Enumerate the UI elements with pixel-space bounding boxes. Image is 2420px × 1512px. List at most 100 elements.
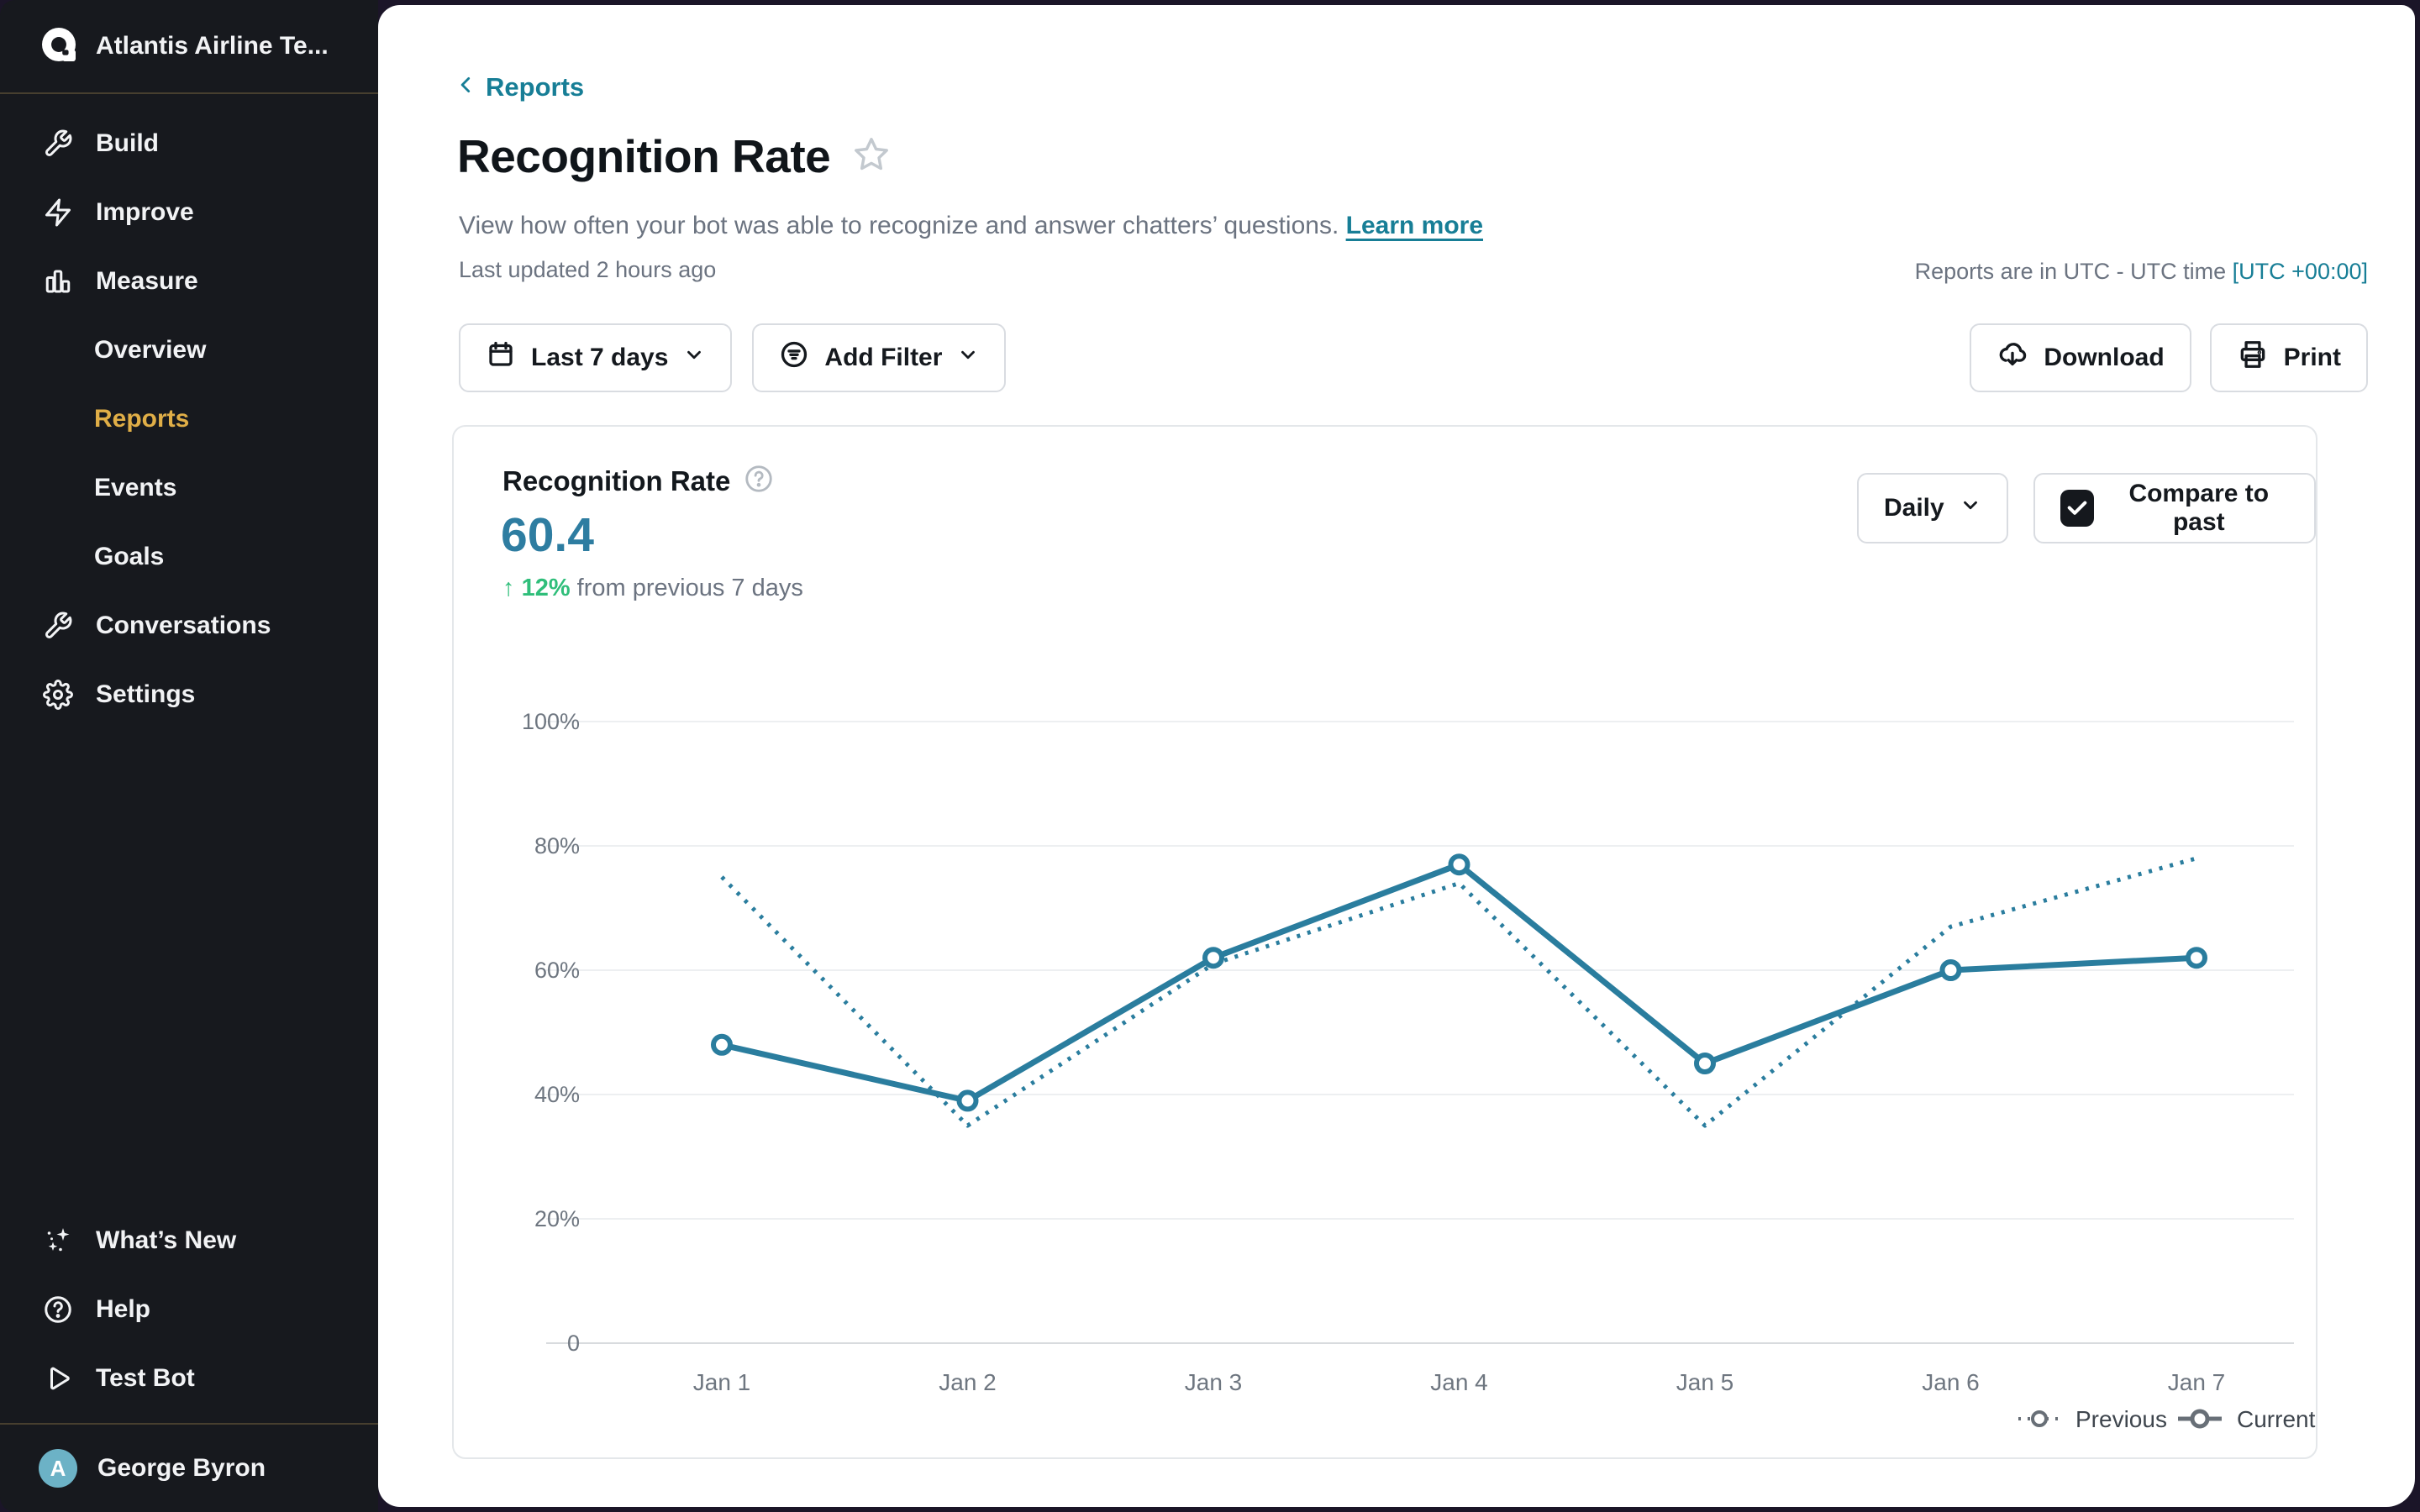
user-name: George Byron xyxy=(97,1454,266,1482)
print-label: Print xyxy=(2283,344,2341,371)
sidebar-item-reports[interactable]: Reports xyxy=(0,385,378,454)
sidebar-nav: Build Improve Measure Overview Reports xyxy=(0,94,378,729)
star-icon[interactable] xyxy=(852,135,891,178)
play-icon xyxy=(42,1362,74,1394)
download-label: Download xyxy=(2044,344,2165,371)
sidebar-divider xyxy=(0,1423,378,1425)
filter-icon xyxy=(779,339,809,376)
chevron-down-icon xyxy=(957,344,979,372)
x-axis-label: Jan 2 xyxy=(939,1369,997,1395)
sidebar-item-label: Overview xyxy=(94,336,207,364)
wrench-icon xyxy=(42,610,74,642)
date-range-label: Last 7 days xyxy=(531,344,669,371)
arrow-up-icon: ↑ xyxy=(502,575,515,601)
print-button[interactable]: Print xyxy=(2209,323,2368,392)
wrench-icon xyxy=(42,128,74,160)
sidebar-item-label: Improve xyxy=(96,198,194,226)
sidebar-item-label: Goals xyxy=(94,543,165,570)
legend-current-label[interactable]: Current xyxy=(2237,1406,2316,1432)
sidebar-item-test-bot[interactable]: Test Bot xyxy=(0,1344,378,1413)
sidebar-item-label: Reports xyxy=(94,405,190,433)
metric-delta: ↑ 12% from previous 7 days xyxy=(502,575,803,601)
granularity-label: Daily xyxy=(1884,494,1944,522)
sidebar-item-whats-new[interactable]: What’s New xyxy=(0,1206,378,1275)
avatar: A xyxy=(39,1449,77,1488)
data-point-marker[interactable] xyxy=(1448,853,1470,876)
bar-chart-icon xyxy=(42,265,74,297)
printer-icon xyxy=(2237,339,2269,377)
date-range-button[interactable]: Last 7 days xyxy=(459,323,733,392)
gear-icon xyxy=(42,679,74,711)
breadcrumb[interactable]: Reports xyxy=(455,72,584,102)
x-axis-label: Jan 3 xyxy=(1185,1369,1243,1395)
sidebar-item-settings[interactable]: Settings xyxy=(0,660,378,729)
data-point-marker[interactable] xyxy=(1694,1053,1716,1074)
user-menu[interactable]: A George Byron xyxy=(0,1425,378,1512)
breadcrumb-label: Reports xyxy=(486,72,585,102)
sidebar-item-build[interactable]: Build xyxy=(0,109,378,178)
legend-previous-label[interactable]: Previous xyxy=(2075,1406,2167,1432)
help-circle-icon[interactable] xyxy=(744,464,774,498)
sidebar-footer: What’s New Help Test Bot A George Byron xyxy=(0,1206,378,1512)
team-name: Atlantis Airline Te... xyxy=(96,32,329,60)
sidebar-item-measure[interactable]: Measure xyxy=(0,247,378,316)
sidebar-item-label: Build xyxy=(96,129,159,157)
sidebar-item-label: Settings xyxy=(96,680,196,708)
x-axis-label: Jan 6 xyxy=(1922,1369,1980,1395)
sidebar-item-label: Conversations xyxy=(96,612,271,639)
page-description: View how often your bot was able to reco… xyxy=(459,212,1484,239)
legend-previous-marker xyxy=(2031,1410,2048,1427)
sidebar: Atlantis Airline Te... Build Improve Mea… xyxy=(0,0,378,1512)
sidebar-item-goals[interactable]: Goals xyxy=(0,522,378,591)
last-updated: Last updated 2 hours ago xyxy=(459,257,717,282)
y-axis-tick: 80% xyxy=(534,833,580,858)
chevron-left-icon xyxy=(455,72,477,102)
chevron-down-icon xyxy=(683,344,705,372)
add-filter-label: Add Filter xyxy=(824,344,943,371)
data-point-marker[interactable] xyxy=(956,1089,979,1112)
x-axis-label: Jan 1 xyxy=(693,1369,751,1395)
y-axis-tick: 40% xyxy=(534,1082,580,1107)
metric-value: 60.4 xyxy=(501,508,594,562)
download-button[interactable]: Download xyxy=(1970,323,2191,392)
granularity-dropdown[interactable]: Daily xyxy=(1857,473,2008,543)
x-axis-label: Jan 5 xyxy=(1676,1369,1734,1395)
sidebar-item-overview[interactable]: Overview xyxy=(0,316,378,385)
cloud-download-icon xyxy=(1996,339,2028,377)
data-point-marker[interactable] xyxy=(1939,959,1962,981)
metric-title: Recognition Rate xyxy=(502,465,731,496)
checkbox-checked-icon xyxy=(2060,490,2094,527)
x-axis-label: Jan 4 xyxy=(1430,1369,1488,1395)
help-circle-icon xyxy=(42,1294,74,1326)
learn-more-link[interactable]: Learn more xyxy=(1345,212,1484,239)
data-point-marker[interactable] xyxy=(711,1033,733,1056)
page-title: Recognition Rate xyxy=(457,130,831,182)
sidebar-item-label: Events xyxy=(94,474,177,501)
bolt-icon xyxy=(42,197,74,228)
current-line xyxy=(721,861,2197,1104)
sidebar-item-label: Measure xyxy=(96,267,198,295)
recognition-rate-card: 0 20% 40% 60% 80% 100% Jan 1 Jan 2 Jan 3 Jan 4 Jan… xyxy=(452,425,2317,1459)
main-panel: Reports Recognition Rate View how often … xyxy=(378,5,2415,1507)
sidebar-item-events[interactable]: Events xyxy=(0,454,378,522)
compare-label: Compare to past xyxy=(2128,480,2270,536)
y-axis-tick: 20% xyxy=(534,1206,580,1231)
add-filter-button[interactable]: Add Filter xyxy=(752,323,1007,392)
sparkles-icon xyxy=(42,1225,74,1257)
timezone-link[interactable]: [UTC +00:00] xyxy=(2232,259,2368,284)
y-axis-tick: 0 xyxy=(567,1331,580,1356)
legend-current-marker xyxy=(2190,1409,2210,1429)
y-axis-tick: 100% xyxy=(522,709,580,734)
sidebar-item-improve[interactable]: Improve xyxy=(0,178,378,247)
timezone-note: Reports are in UTC - UTC time [UTC +00:0… xyxy=(1914,259,2368,284)
compare-to-past-toggle[interactable]: Compare to past xyxy=(2033,473,2316,543)
sidebar-item-label: What’s New xyxy=(96,1226,237,1254)
data-point-marker[interactable] xyxy=(2186,947,2207,969)
sidebar-item-help[interactable]: Help xyxy=(0,1275,378,1344)
x-axis-label: Jan 7 xyxy=(2168,1369,2226,1395)
sidebar-item-conversations[interactable]: Conversations xyxy=(0,591,378,660)
team-switcher[interactable]: Atlantis Airline Te... xyxy=(0,0,378,94)
data-point-marker[interactable] xyxy=(1202,947,1224,969)
ada-logo-icon xyxy=(42,27,76,66)
